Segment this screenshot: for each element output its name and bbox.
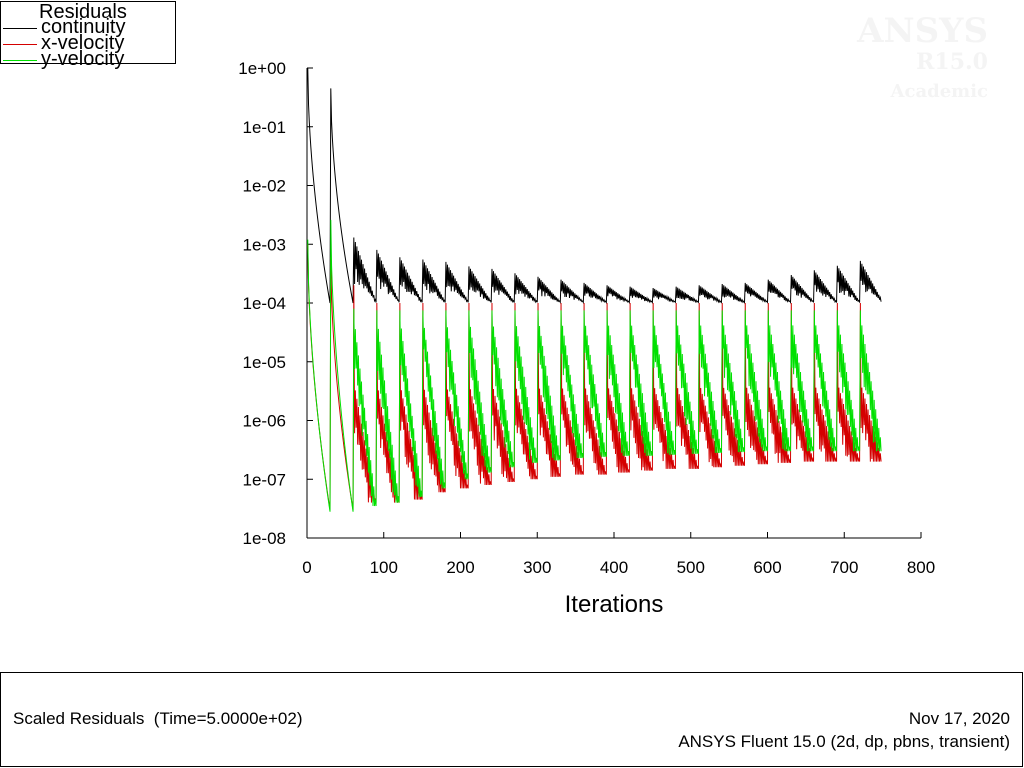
series-line-y-velocity [307,219,882,512]
series-line-continuity [307,67,882,305]
legend-label-x-velocity: x-velocity [41,32,125,54]
footer-caption: Scaled Residuals (Time=5.0000e+02) [13,709,303,728]
y-tick-label-8: 1e-08 [243,529,286,548]
y-tick-label-0: 1e+00 [238,59,286,78]
y-tick-label-3: 1e-03 [243,235,286,254]
x-axis-label: Iterations [565,591,664,618]
footer-panel: Scaled Residuals (Time=5.0000e+02) Nov 1… [0,672,1023,767]
y-tick-label-4: 1e-04 [243,294,286,313]
y-tick-label-5: 1e-05 [243,353,286,372]
y-tick-label-6: 1e-06 [243,412,286,431]
x-tick-label-3: 300 [523,558,551,577]
series-line-x-velocity [307,244,882,511]
x-tick-label-4: 400 [600,558,628,577]
x-tick-label-8: 800 [907,558,935,577]
x-tick-label-1: 100 [370,558,398,577]
x-tick-label-2: 200 [446,558,474,577]
footer-date: Nov 17, 2020 [908,709,1010,728]
residuals-plot: 0 100 200 300 400 500 600 700 800 1e+00 1e-01 1e-02… [238,59,935,618]
x-tick-label-7: 700 [830,558,858,577]
x-tick-label-6: 600 [753,558,781,577]
legend-label-y-velocity: y-velocity [41,48,125,70]
legend-swatch-y-velocity [3,60,37,61]
legend-title: Residuals [39,1,127,23]
y-tick-label-1: 1e-01 [243,118,286,137]
watermark-edition: Academic [890,81,988,102]
y-tick-label-7: 1e-07 [243,470,286,489]
watermark-brand: ANSYS [857,11,988,51]
ansys-watermark: ANSYS R15.0 Academic [857,12,988,110]
x-tick-label-0: 0 [302,558,311,577]
legend-label-continuity: continuity [41,16,126,38]
legend: Residuals continuity x-velocity y-veloci… [0,1,176,69]
y-tick-label-2: 1e-02 [243,177,286,196]
legend-swatch-continuity [3,28,37,29]
x-tick-label-5: 500 [677,558,705,577]
legend-swatch-x-velocity [3,44,37,45]
watermark-version: R15.0 [916,49,988,75]
footer-version: ANSYS Fluent 15.0 (2d, dp, pbns, transie… [678,732,1010,751]
